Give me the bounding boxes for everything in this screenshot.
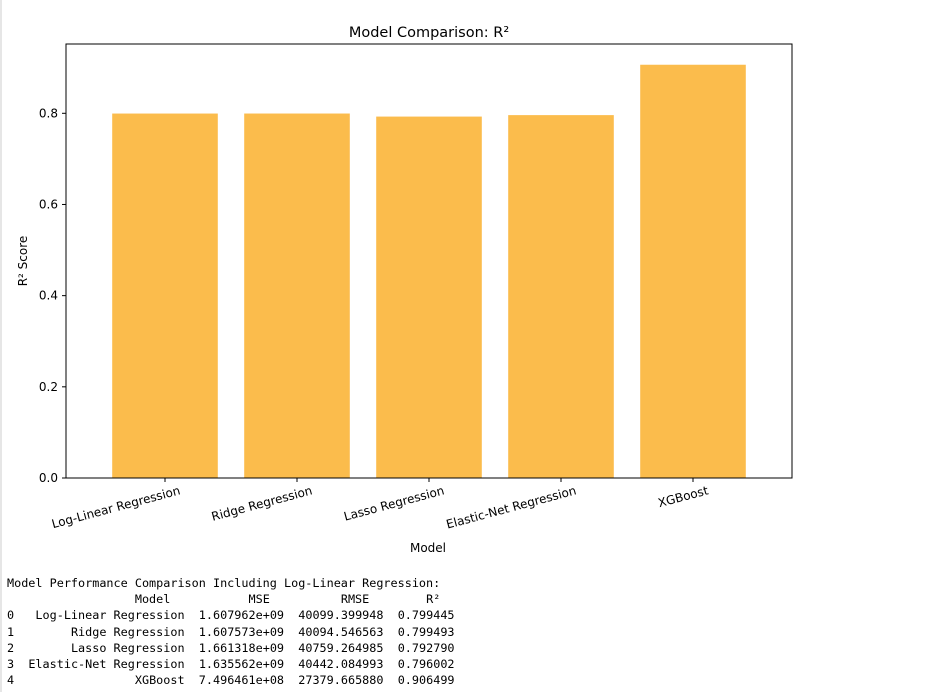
y-tick-label: 0.6 bbox=[39, 197, 58, 211]
table-row: 3 Elastic-Net Regression 1.635562e+09 40… bbox=[7, 656, 455, 672]
row-mse: 7.496461e+08 bbox=[198, 673, 285, 688]
y-tick-label: 0.2 bbox=[39, 380, 58, 394]
row-model: Ridge Regression bbox=[70, 624, 185, 639]
x-axis: Log-Linear Regression Ridge Regression Las… bbox=[50, 478, 710, 532]
table-row: 0 Log-Linear Regression 1.607962e+09 400… bbox=[7, 607, 455, 623]
row-r2: 0.799493 bbox=[397, 624, 455, 639]
y-tick-label: 0.8 bbox=[39, 106, 58, 120]
row-mse: 1.607573e+09 bbox=[198, 624, 285, 639]
table-rows: 0 Log-Linear Regression 1.607962e+09 400… bbox=[7, 607, 455, 688]
row-r2: 0.906499 bbox=[397, 673, 455, 688]
row-index: 3 bbox=[7, 656, 15, 671]
row-rmse: 40442.084993 bbox=[298, 656, 384, 671]
row-r2: 0.792790 bbox=[397, 640, 455, 655]
y-tick-label: 0.4 bbox=[39, 289, 58, 303]
row-index: 4 bbox=[7, 673, 15, 688]
row-index: 1 bbox=[7, 624, 15, 639]
x-tick-label: Log-Linear Regression bbox=[50, 483, 182, 531]
row-model: XGBoost bbox=[134, 673, 185, 688]
row-model: Log-Linear Regression bbox=[35, 608, 185, 623]
table-row: 2 Lasso Regression 1.661318e+09 40759.26… bbox=[7, 640, 455, 656]
bar bbox=[640, 64, 746, 478]
column-header-model: Model bbox=[134, 592, 171, 607]
x-tick-label: Lasso Regression bbox=[342, 483, 445, 523]
row-rmse: 40094.546563 bbox=[298, 624, 384, 639]
bar bbox=[508, 115, 614, 479]
row-mse: 1.635562e+09 bbox=[198, 656, 285, 671]
bar bbox=[112, 113, 218, 479]
row-model: Lasso Regression bbox=[70, 640, 185, 655]
y-tick-label: 0.0 bbox=[39, 471, 58, 485]
row-r2: 0.799445 bbox=[397, 608, 455, 623]
column-header-rmse: RMSE bbox=[340, 592, 370, 607]
bar bbox=[244, 113, 350, 478]
bars-group bbox=[112, 64, 746, 479]
row-rmse: 40759.264985 bbox=[298, 640, 384, 655]
y-axis: 0.0 0.2 0.4 0.6 0.8 bbox=[39, 106, 66, 485]
cell-left-border bbox=[0, 0, 2, 692]
chart-title: Model Comparison: R² bbox=[349, 25, 509, 41]
row-model: Elastic-Net Regression bbox=[28, 656, 185, 671]
row-mse: 1.661318e+09 bbox=[198, 640, 285, 655]
console-heading: Model Performance Comparison Including L… bbox=[7, 576, 441, 590]
x-tick-label: Ridge Regression bbox=[210, 483, 314, 523]
x-tick-label: XGBoost bbox=[656, 483, 710, 510]
console-output: Model Performance Comparison Including L… bbox=[7, 575, 455, 688]
row-r2: 0.796002 bbox=[397, 656, 455, 671]
row-rmse: 40099.399948 bbox=[298, 608, 384, 623]
bar-chart: Model Comparison: R² 0.0 0.2 0.4 0.6 0.8 Log… bbox=[16, 25, 793, 555]
bar bbox=[376, 116, 482, 479]
row-index: 2 bbox=[7, 640, 15, 655]
table-header: Model MSE RMSE R² bbox=[7, 591, 455, 607]
column-header-r2: R² bbox=[426, 592, 441, 607]
column-header-mse: MSE bbox=[248, 592, 270, 607]
row-rmse: 27379.665880 bbox=[298, 673, 384, 688]
table-row: 4 XGBoost 7.496461e+08 27379.665880 0.90… bbox=[7, 672, 455, 688]
row-mse: 1.607962e+09 bbox=[198, 608, 285, 623]
plot-frame bbox=[65, 43, 793, 479]
x-tick-label: Elastic-Net Regression bbox=[445, 483, 578, 531]
row-index: 0 bbox=[7, 608, 15, 623]
table-row: 1 Ridge Regression 1.607573e+09 40094.54… bbox=[7, 624, 455, 640]
x-axis-label: Model bbox=[410, 541, 446, 555]
y-axis-label: R² Score bbox=[16, 236, 30, 287]
